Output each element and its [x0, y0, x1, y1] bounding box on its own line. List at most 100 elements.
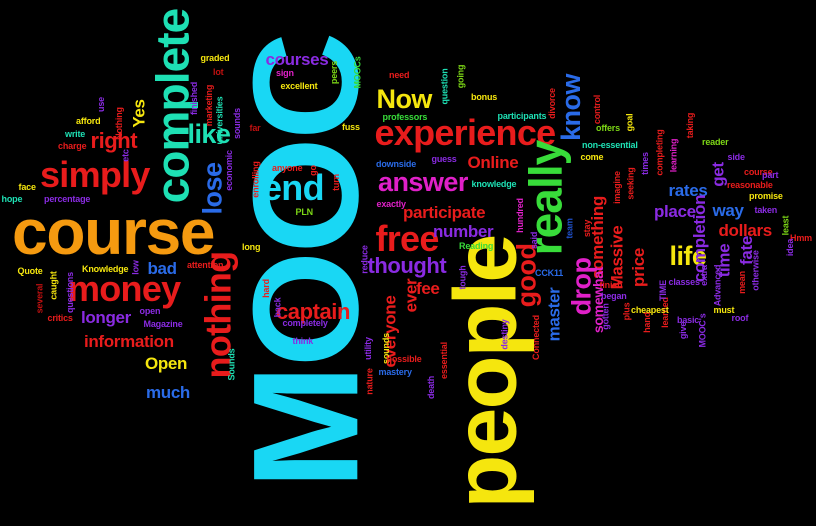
word-attention: attention	[187, 259, 224, 270]
word-know: know	[555, 73, 586, 141]
word-questions: questions	[64, 271, 75, 313]
word-pln: PLN	[295, 206, 314, 217]
word-extra: extra	[698, 264, 709, 286]
word-caught: caught	[48, 270, 59, 300]
word-began: began	[601, 290, 627, 301]
word-hope: hope	[1, 193, 23, 204]
word-imagine: imagine	[611, 170, 622, 204]
word-cheapest: cheapest	[631, 304, 669, 315]
word-question: question	[439, 67, 450, 105]
word-non-essential: non-essential	[582, 139, 638, 150]
word-economic: economic	[223, 149, 234, 191]
word-peers: peers	[328, 60, 339, 84]
word-least: least	[780, 215, 791, 235]
word-etc: etc	[120, 148, 131, 162]
word-experience: experience	[374, 112, 557, 153]
word-nature: nature	[364, 367, 375, 395]
word-said: said	[528, 231, 539, 249]
word-price: price	[628, 247, 648, 287]
word-use: use	[95, 96, 106, 112]
word-hmm: Hmm	[790, 232, 812, 243]
word-basic: basic	[677, 314, 700, 325]
word-fuss: fuss	[342, 121, 360, 132]
word-bonus: bonus	[471, 91, 498, 102]
word-gotten: gotten	[600, 302, 611, 330]
word-taken: taken	[754, 204, 778, 215]
word-divorce: divorce	[546, 87, 557, 119]
word-knowledge: knowledge	[471, 178, 517, 189]
word-complete: complete	[145, 8, 198, 204]
word-participate: participate	[403, 202, 486, 222]
word-place: place	[654, 201, 696, 221]
word-enrolling: enrolling	[250, 160, 261, 198]
word-taking: taking	[684, 112, 695, 138]
word-learning: learning	[668, 138, 679, 172]
word-downside: downside	[376, 158, 417, 169]
word-death: death	[425, 375, 436, 399]
word-captain: captain	[276, 299, 350, 324]
word-completely: completely	[282, 317, 328, 328]
word-graded: graded	[200, 52, 230, 63]
word-mean: mean	[736, 270, 747, 294]
word-time: TIME	[657, 279, 668, 301]
word-destiny: destiny	[499, 318, 510, 350]
word-advanced: Advanced	[712, 264, 723, 306]
word-answer: answer	[378, 166, 468, 197]
word-cck11: CCK11	[535, 267, 564, 278]
word-hard: hard	[260, 278, 271, 298]
word-money: money	[68, 268, 181, 309]
word-think: think	[292, 335, 314, 346]
word-much: much	[146, 382, 190, 402]
word-percentage: percentage	[44, 193, 91, 204]
word-magazine: Magazine	[143, 318, 183, 329]
word-offers: offers	[596, 122, 620, 133]
word-course: course	[12, 196, 215, 268]
word-reading: Reading	[459, 240, 494, 251]
word-open: Open	[145, 353, 188, 373]
word-go: go	[307, 164, 318, 176]
word-way: way	[712, 200, 744, 220]
word-reasonable: reasonable	[727, 179, 773, 190]
word-classes: classes	[668, 276, 700, 287]
word-master: master	[544, 287, 564, 341]
word-life: life	[669, 240, 707, 271]
word-goal: goal	[624, 113, 635, 131]
word-fee: fee	[416, 278, 440, 298]
word-promise: promise	[749, 190, 783, 201]
word-give: give	[677, 321, 688, 339]
word-now: Now	[376, 83, 433, 114]
word-courses: courses	[265, 49, 329, 69]
word-like: like	[187, 118, 231, 149]
word-sounds: Sounds	[226, 348, 237, 380]
word-otherwise: otherwise	[750, 249, 761, 291]
word-simply: simply	[40, 154, 150, 195]
word-right: right	[90, 128, 138, 153]
word-utility: utility	[362, 336, 373, 360]
word-reduce: reduce	[359, 244, 370, 274]
word-marketing: marketing	[203, 84, 214, 126]
word-plus: plus	[621, 302, 632, 320]
word-back: back	[272, 297, 283, 317]
word-mooc: MOOC	[220, 34, 389, 490]
word-tough: tough	[457, 264, 468, 290]
word-afford: afford	[76, 115, 101, 126]
word-going: going	[455, 64, 466, 88]
word-excellent: excellent	[280, 80, 318, 91]
word-face: face	[18, 181, 36, 192]
word-open: open	[139, 305, 161, 316]
word-write: write	[65, 128, 86, 139]
word-part: part	[762, 169, 779, 180]
word-dollars: dollars	[718, 220, 773, 240]
word-times: times	[639, 151, 650, 175]
word-anyone: anyone	[272, 162, 303, 173]
word-hundred: hundred	[514, 197, 525, 233]
word-number: number	[433, 221, 494, 241]
word-thought: thought	[367, 253, 447, 278]
word-charge: charge	[58, 140, 87, 151]
word-long: long	[242, 241, 261, 252]
word-come: come	[580, 151, 604, 162]
word-turn: turn	[330, 173, 341, 191]
word-seeking: seeking	[625, 166, 636, 200]
word-hand: hand	[641, 311, 652, 333]
word-longer: longer	[81, 307, 131, 327]
